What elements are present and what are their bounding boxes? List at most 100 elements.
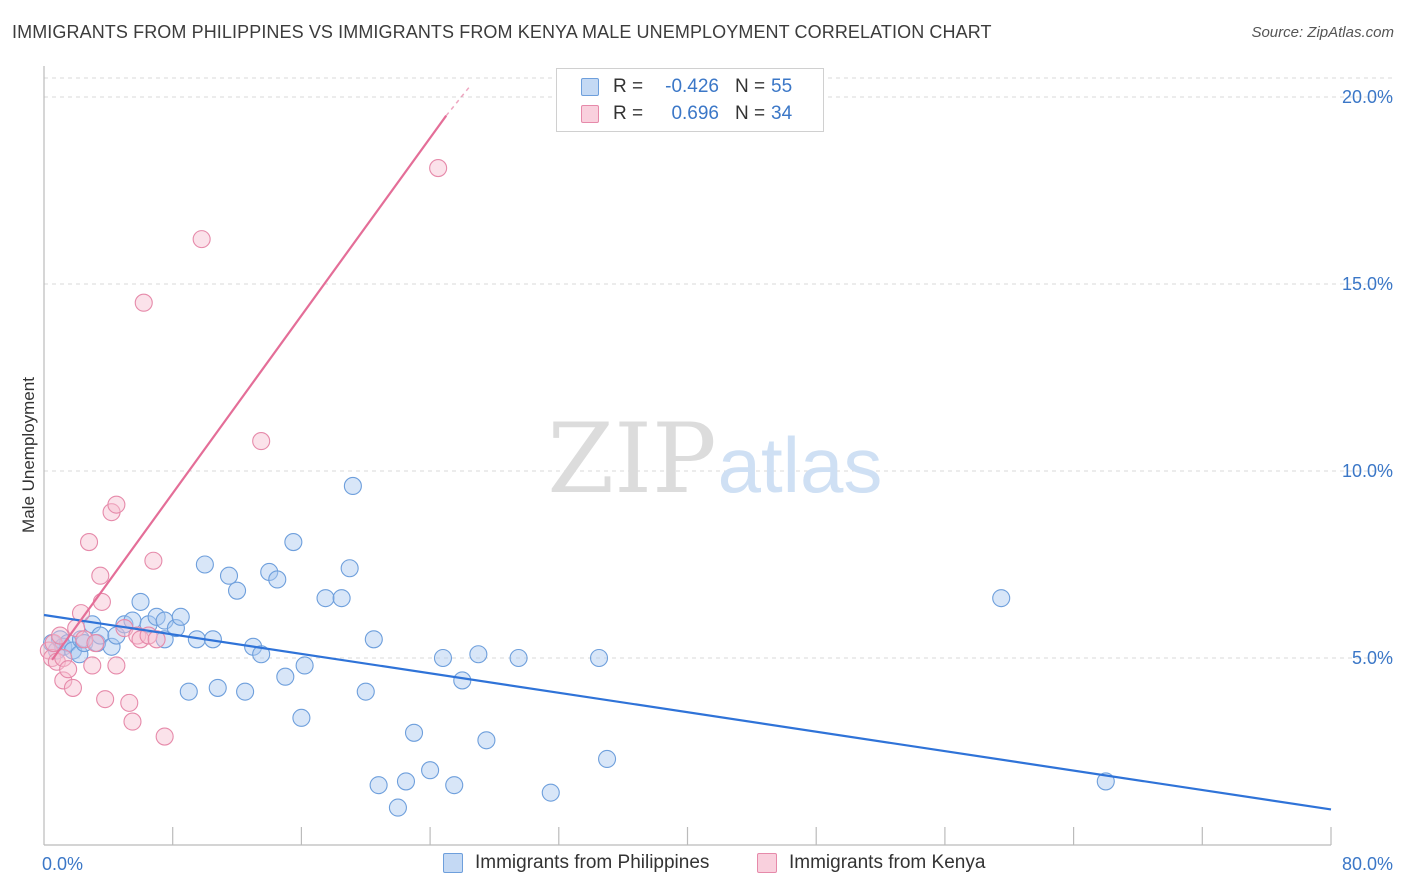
point-philippines (469, 645, 488, 664)
legend-swatch-kenya (757, 853, 777, 873)
correlation-legend: R = -0.426 N = 55 R = 0.696 N = 34 (556, 68, 824, 132)
trend-lines (43, 85, 1332, 811)
point-philippines (433, 648, 453, 668)
legend-r-label: R = (613, 76, 644, 97)
point-philippines (598, 749, 617, 769)
y-tick-label: 5.0% (1352, 648, 1393, 668)
source-label: Source: ZipAtlas.com (1251, 24, 1394, 41)
point-philippines (589, 648, 609, 668)
point-philippines (421, 761, 440, 780)
point-kenya (86, 633, 105, 653)
legend-label-philippines: Immigrants from Philippines (475, 852, 710, 873)
watermark-atlas: atlas (718, 421, 883, 509)
point-philippines (340, 559, 359, 578)
data-points (39, 159, 1115, 817)
legend-item-philippines[interactable]: Immigrants from Philippines (443, 852, 709, 874)
point-philippines (276, 667, 295, 686)
legend-item-kenya[interactable]: Immigrants from Kenya (757, 852, 985, 874)
point-philippines (396, 772, 416, 791)
axes (43, 66, 1332, 846)
point-philippines (509, 648, 528, 668)
point-kenya (92, 592, 111, 611)
point-philippines (388, 798, 407, 817)
legend-n-value: 34 (771, 103, 793, 124)
tick-labels: 5.0% 10.0% 15.0% 20.0% 0.0% 80.0% (42, 87, 1393, 874)
watermark-zip: ZIP (547, 403, 716, 515)
legend-n-label: N = (735, 76, 766, 97)
point-philippines (453, 671, 472, 690)
point-kenya (75, 630, 94, 649)
point-philippines (171, 607, 190, 626)
point-kenya (192, 230, 211, 249)
point-philippines (477, 731, 496, 750)
point-kenya (120, 693, 139, 712)
y-axis-label: Male Unemployment (19, 377, 38, 533)
point-philippines (252, 645, 271, 664)
point-philippines (179, 682, 198, 701)
x-tick-label: 80.0% (1342, 854, 1393, 874)
legend-swatch-philippines (443, 853, 463, 873)
watermark: ZIP atlas (547, 403, 882, 515)
point-philippines (166, 619, 185, 638)
point-philippines (332, 589, 351, 608)
series-legend: Immigrants from Philippines Immigrants f… (0, 852, 1406, 878)
point-kenya (83, 656, 102, 675)
point-philippines (316, 589, 335, 608)
legend-r-value: 0.696 (671, 103, 719, 124)
y-tick-label: 15.0% (1342, 274, 1393, 294)
point-philippines (208, 678, 227, 697)
legend-row-kenya: R = 0.696 N = 34 (581, 101, 792, 127)
point-kenya (107, 656, 126, 675)
chart-title: IMMIGRANTS FROM PHILIPPINES VS IMMIGRANT… (12, 22, 992, 42)
y-tick-label: 20.0% (1342, 87, 1393, 107)
point-philippines (284, 533, 303, 552)
point-kenya (63, 678, 83, 697)
point-kenya (429, 159, 448, 178)
legend-label-kenya: Immigrants from Kenya (789, 852, 986, 873)
point-philippines (541, 783, 560, 802)
point-kenya (155, 727, 174, 746)
point-philippines (268, 570, 287, 589)
point-philippines (195, 555, 214, 574)
point-kenya (123, 712, 142, 731)
point-kenya (54, 671, 73, 690)
point-philippines (445, 776, 464, 795)
point-kenya (79, 533, 99, 552)
trendline-philippines (43, 613, 1332, 811)
trendline-kenya-extension (445, 85, 471, 117)
legend-n-label: N = (735, 103, 766, 124)
point-kenya (59, 660, 78, 679)
y-tick-label: 10.0% (1342, 461, 1393, 481)
point-philippines (292, 708, 311, 727)
point-kenya (96, 690, 115, 709)
point-kenya (144, 551, 163, 570)
legend-r-value: -0.426 (665, 76, 719, 97)
legend-r-label: R = (613, 103, 644, 124)
point-philippines (364, 630, 383, 649)
point-kenya (107, 495, 126, 514)
point-kenya (54, 648, 73, 668)
point-philippines (404, 723, 424, 742)
x-tick-label: 0.0% (42, 854, 83, 874)
point-kenya (91, 566, 110, 585)
trendline-kenya (51, 115, 448, 661)
legend-swatch-kenya (581, 105, 599, 123)
point-kenya (134, 293, 153, 312)
point-philippines (228, 581, 247, 600)
point-philippines (131, 592, 150, 611)
point-philippines (356, 682, 375, 701)
point-philippines (236, 682, 255, 701)
point-philippines (219, 566, 239, 585)
point-kenya (252, 432, 271, 451)
grid-lines (44, 77, 1394, 659)
point-kenya (147, 630, 166, 649)
point-philippines (295, 656, 314, 675)
point-philippines (343, 476, 362, 496)
point-kenya (44, 633, 63, 653)
legend-n-value: 55 (771, 76, 793, 97)
legend-row-philippines: R = -0.426 N = 55 (581, 74, 792, 100)
point-philippines (992, 589, 1011, 608)
legend-swatch-philippines (581, 78, 599, 96)
point-philippines (369, 776, 388, 795)
